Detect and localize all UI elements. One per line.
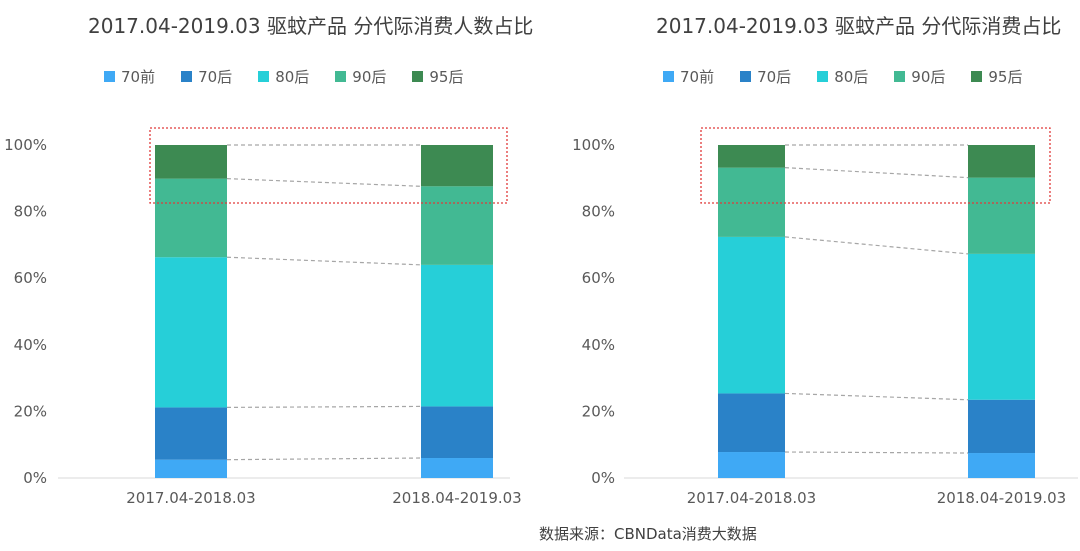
bar-segment <box>155 257 227 408</box>
x-tick-label: 2018.04-2019.03 <box>392 489 521 507</box>
connector-line <box>784 167 969 179</box>
legend-item: 70前 <box>663 66 714 87</box>
y-tick-label: 80% <box>582 203 615 221</box>
bar-segment <box>968 453 1035 478</box>
bar-segment <box>421 406 493 459</box>
bar-segment <box>421 186 493 265</box>
legend-label: 70前 <box>121 68 156 86</box>
y-tick-label: 0% <box>591 469 615 487</box>
connector-line <box>226 178 422 187</box>
y-tick-label: 20% <box>582 402 615 420</box>
legend-left: 70前 70后 80后 90后 95后 <box>104 66 463 87</box>
y-tick-label: 80% <box>14 203 47 221</box>
bar-segment <box>421 264 493 407</box>
bar-segment <box>718 145 785 168</box>
legend-item: 80后 <box>817 66 868 87</box>
chart-title-right: 2017.04-2019.03 驱蚊产品 分代际消费占比 <box>656 14 1062 38</box>
legend-item: 70后 <box>181 66 232 87</box>
legend-item: 70后 <box>740 66 791 87</box>
legend-label: 95后 <box>429 68 464 86</box>
x-tick-label: 2017.04-2018.03 <box>687 489 816 507</box>
legend-item: 70前 <box>104 66 155 87</box>
connector-line <box>784 236 969 255</box>
data-source-note: 数据来源：CBNData消费大数据 <box>539 525 757 543</box>
legend-swatch <box>894 71 906 82</box>
legend-item: 90后 <box>335 66 386 87</box>
bar-segment <box>155 145 227 179</box>
legend-swatch <box>335 71 347 82</box>
legend-label: 80后 <box>275 68 310 86</box>
legend-swatch <box>971 71 983 82</box>
y-tick-label: 100% <box>572 136 615 154</box>
bar-segment <box>155 178 227 258</box>
bar-segment <box>968 177 1035 254</box>
bar-segment <box>968 145 1035 178</box>
legend-label: 70前 <box>680 68 715 86</box>
legend-item: 95后 <box>412 66 463 87</box>
legend-swatch <box>817 71 829 82</box>
y-tick-label: 0% <box>23 469 47 487</box>
bar-segment <box>155 459 227 478</box>
legend-item: 95后 <box>971 66 1022 87</box>
y-tick-label: 40% <box>14 336 47 354</box>
bar-segment <box>718 393 785 453</box>
legend-label: 95后 <box>988 68 1023 86</box>
connector-line <box>226 457 422 461</box>
legend-item: 90后 <box>894 66 945 87</box>
connector-line <box>784 392 969 401</box>
legend-label: 90后 <box>911 68 946 86</box>
legend-swatch <box>181 71 193 82</box>
legend-swatch <box>740 71 752 82</box>
legend-swatch <box>258 71 270 82</box>
legend-swatch <box>104 71 115 82</box>
connector-line <box>226 405 422 409</box>
bar-segment <box>718 236 785 394</box>
x-tick-label: 2017.04-2018.03 <box>126 489 255 507</box>
y-tick-label: 100% <box>4 136 47 154</box>
legend-swatch <box>412 71 424 82</box>
legend-right: 70前 70后 80后 90后 95后 <box>663 66 1022 87</box>
bar-segment <box>718 452 785 478</box>
bar-segment <box>718 167 785 237</box>
legend-swatch <box>663 71 674 82</box>
bar-segment <box>968 399 1035 454</box>
bar-segment <box>421 458 493 478</box>
legend-label: 70后 <box>198 68 233 86</box>
x-tick-label: 2018.04-2019.03 <box>937 489 1066 507</box>
chart-title-left: 2017.04-2019.03 驱蚊产品 分代际消费人数占比 <box>88 14 534 38</box>
bar-segment <box>968 253 1035 400</box>
legend-label: 70后 <box>757 68 792 86</box>
y-tick-label: 60% <box>14 269 47 287</box>
y-tick-label: 20% <box>14 402 47 420</box>
legend-label: 80后 <box>834 68 869 86</box>
connector-line <box>784 451 969 454</box>
y-tick-label: 60% <box>582 269 615 287</box>
legend-item: 80后 <box>258 66 309 87</box>
legend-label: 90后 <box>352 68 387 86</box>
bar-segment <box>155 407 227 460</box>
y-tick-label: 40% <box>582 336 615 354</box>
connector-line <box>226 256 422 266</box>
bar-segment <box>421 145 493 187</box>
